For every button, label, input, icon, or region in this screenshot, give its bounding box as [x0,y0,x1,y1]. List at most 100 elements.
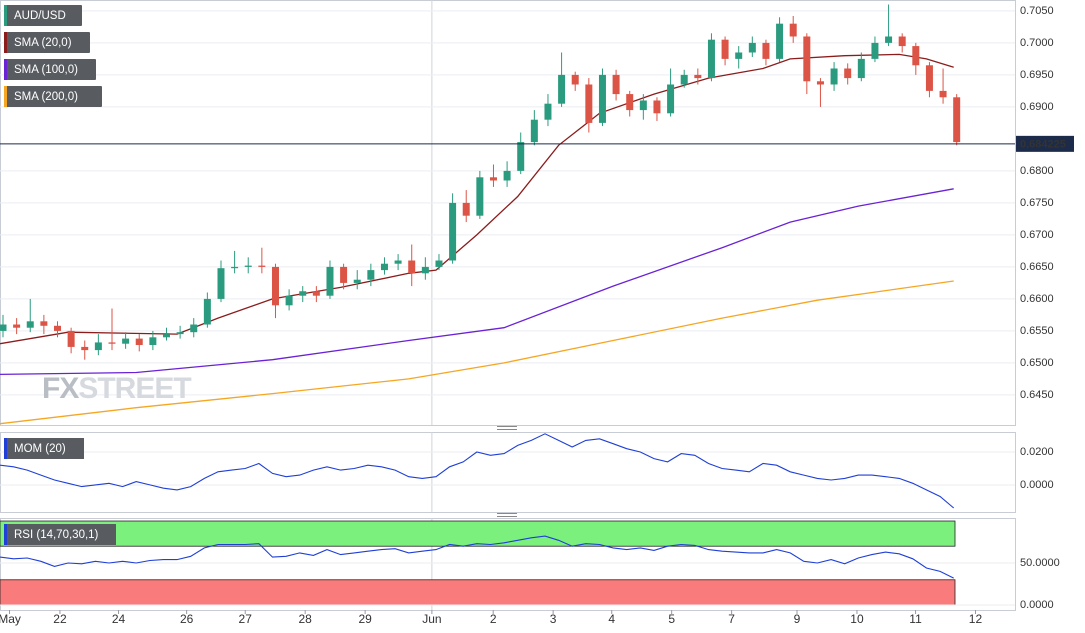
candle-body [244,265,252,267]
candle-body [217,268,225,299]
legend-swatch [4,59,7,80]
candle-body [612,74,620,95]
candle-body [803,36,811,82]
legend-swatch [4,524,7,545]
candle-body [762,42,770,59]
candle-body [694,74,702,79]
candle-body [707,39,715,79]
legend-box [4,59,96,80]
y-tick-label: 0.6700 [1020,229,1054,241]
y-tick-label: 0.7000 [1020,37,1054,49]
x-tick-label: 12 [969,612,983,626]
candle-body [776,23,784,59]
legend-label: MOM (20) [14,443,66,455]
candle-body [53,325,61,331]
legend-label: AUD/USD [14,10,66,22]
oversold-band [0,579,956,606]
candle-body [13,324,21,328]
legend-label: SMA (20,0) [14,37,72,49]
indicator-line [0,535,954,579]
y-tick-label: 0.6950 [1020,69,1054,81]
x-tick-label: 29 [358,612,372,626]
candle-body [108,342,116,344]
y-tick-label: 0.6600 [1020,293,1054,305]
candle-body [380,263,388,271]
x-tick-label: 2 [490,612,497,626]
candle-body [258,265,266,267]
x-tick-label: Jun [422,612,441,626]
y-tick-label: 50.0000 [1020,557,1060,569]
candle-body [953,97,961,143]
candle-body [503,170,511,181]
x-tick-label: 10 [850,612,864,626]
watermark: FXSTREET [42,372,191,405]
watermark-part: FX [42,372,79,405]
candle-body [176,332,184,335]
candle-body [26,321,34,328]
indicator-line [0,433,955,509]
candle-body [857,58,865,79]
candle-body [530,119,538,143]
y-tick-label: 0.6800 [1020,165,1054,177]
candle-body [816,81,824,85]
candle-body [149,337,157,345]
candle-body [939,90,947,98]
candle-body [340,266,348,283]
last-price-label: 0.684225 [1020,138,1066,150]
candle-body [0,324,7,331]
candle-body [844,68,852,79]
last-price-box [1016,135,1074,152]
candle-body [394,260,402,264]
candle-body [135,338,143,345]
candle-body [299,291,307,296]
y-tick-label: 0.6450 [1020,389,1054,401]
candle-body [326,266,334,296]
candle-body [885,36,893,43]
candle-body [231,266,239,269]
candle-body [748,42,756,53]
x-tick-label: 27 [239,612,253,626]
candle-body [367,270,375,280]
candle-body [190,324,198,333]
candle-body [598,74,606,123]
candle-body [925,65,933,91]
candle-body [312,291,320,296]
y-tick-label: 0.6750 [1020,197,1054,209]
y-tick-label: 0.0000 [1020,599,1054,611]
y-tick-label: 0.0200 [1020,446,1054,458]
candle-body [898,36,906,47]
candle-body [162,334,170,338]
y-tick-label: 0.6550 [1020,325,1054,337]
candle-body [408,260,416,274]
x-tick-label: 11 [909,612,922,626]
candle-body [476,177,484,216]
candle-body [285,295,293,306]
candle-body [735,52,743,59]
overbought-band [0,520,956,547]
candle-body [626,94,634,111]
candle-body [912,46,920,66]
candle-body [517,142,525,171]
candle-body [871,42,879,59]
candle-body [81,346,89,351]
candle-body [830,68,838,85]
x-tick-label: 5 [668,612,675,626]
x-tick-label: 4 [608,612,615,626]
candle-body [122,338,130,344]
x-tick-label: May [0,612,21,626]
legend-box [4,524,116,545]
panel-frame [0,0,1016,426]
legend-swatch [4,438,7,459]
legend-label: SMA (100,0) [14,64,78,76]
candle-body [680,74,688,85]
candle-body [271,266,279,306]
sma-line [0,280,954,425]
y-tick-label: 0.6900 [1020,101,1054,113]
candle-body [435,260,443,267]
x-tick-label: 26 [180,612,194,626]
watermark-part: STREET [78,372,191,405]
legend-box [4,32,90,53]
candle-body [721,39,729,59]
candle-body [94,342,102,351]
candle-body [421,266,429,274]
